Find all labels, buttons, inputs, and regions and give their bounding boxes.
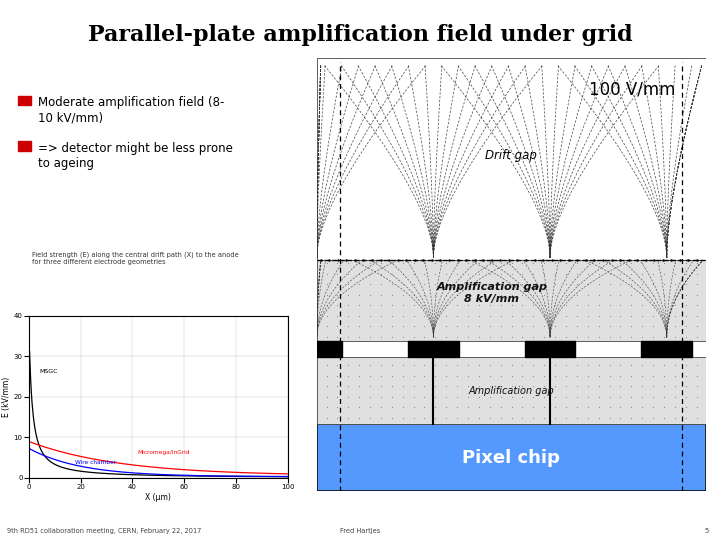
Text: Amplification gap
8 kV/mm: Amplification gap 8 kV/mm [436,282,547,304]
Bar [317,260,706,341]
Bar [642,341,692,357]
Text: 9th RD51 collaboration meeting, CERN, February 22, 2017: 9th RD51 collaboration meeting, CERN, Fe… [7,528,202,534]
Text: Fred Hartjes: Fred Hartjes [340,528,380,534]
Text: 5: 5 [705,528,709,534]
Bar [18,141,31,151]
Bar [18,96,31,105]
Bar [317,58,706,260]
Y-axis label: E (kV/mm): E (kV/mm) [1,377,11,417]
X-axis label: X (μm): X (μm) [145,493,171,502]
Text: Pixel chip: Pixel chip [462,449,560,467]
Text: Wire chamber: Wire chamber [76,460,117,465]
Text: Field strength (E) along the central drift path (X) to the anode
for three diffe: Field strength (E) along the central dri… [32,251,239,265]
Text: Parallel-plate amplification field under grid: Parallel-plate amplification field under… [88,24,632,46]
Text: => detector might be less prone
to ageing: => detector might be less prone to agein… [38,142,233,170]
Text: Amplification gap: Amplification gap [468,386,554,396]
Bar [408,341,459,357]
Text: Micromega/InGrid: Micromega/InGrid [138,450,190,455]
Bar [525,341,575,357]
Text: 100 V/mm: 100 V/mm [589,80,675,99]
Text: Moderate amplification field (8-
10 kV/mm): Moderate amplification field (8- 10 kV/m… [38,96,225,124]
Bar [317,424,706,491]
Bar [292,341,342,357]
Bar [317,357,706,424]
Text: Drift gap: Drift gap [485,148,537,162]
Text: MSGC: MSGC [39,369,58,374]
